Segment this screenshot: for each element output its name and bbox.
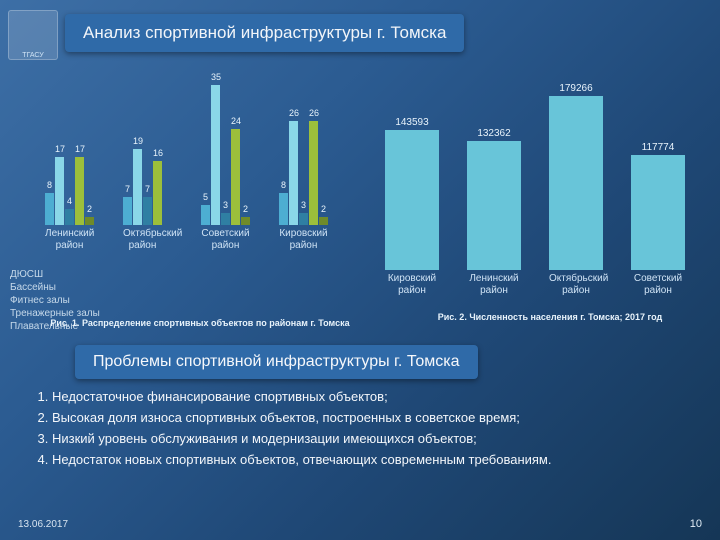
chart1-bar: 2 [319,217,328,225]
bar-value-label: 19 [133,136,142,146]
legend-item: Фитнес залы [10,294,100,307]
bar-value-label: 3 [221,200,230,210]
chart-districts: 8174172Ленинскийрайон719716Октябрьскийра… [40,70,360,265]
chart1-bar: 7 [123,197,132,225]
legend-item: Бассейны [10,281,100,294]
bar-value-label: 2 [241,204,250,214]
bar-value-label: 4 [65,196,74,206]
chart2-group: 143593Кировскийрайон [385,130,439,270]
group-label: Ленинскийрайон [45,225,94,252]
chart1-bar: 19 [133,149,142,225]
chart1-bar: 35 [211,85,220,225]
bar-value-label: 24 [231,116,240,126]
bar-value-label: 8 [279,180,288,190]
bar-value-label: 7 [143,184,152,194]
chart1-bar: 26 [309,121,318,225]
chart2-bar: 179266 [549,96,603,270]
chart2-group: 132362Ленинскийрайон [467,141,521,270]
logo: ТГАСУ [8,10,58,60]
chart1-group: 5353242Советскийрайон [201,85,250,225]
group-label: Кировскийрайон [279,225,328,252]
legend-item: ДЮСШ [10,268,100,281]
chart1-bar: 26 [289,121,298,225]
chart2-bar: 143593 [385,130,439,270]
group-label: Советскийрайон [201,225,250,252]
chart1-bar: 2 [241,217,250,225]
bar-value-label: 26 [309,108,318,118]
title-bar: Анализ спортивной инфраструктуры г. Томс… [65,14,464,52]
group-label: Октябрьскийрайон [549,270,603,297]
subtitle-bar: Проблемы спортивной инфраструктуры г. То… [75,345,478,379]
bar-value-label: 2 [319,204,328,214]
bar-value-label: 2 [85,204,94,214]
bar-value-label: 132362 [467,128,521,139]
issue-item: Недостаточное финансирование спортивных … [52,388,712,405]
chart1-bar: 7 [143,197,152,225]
chart1-group: 8263262Кировскийрайон [279,121,328,225]
bar-value-label: 179266 [549,83,603,94]
issue-item: Высокая доля износа спортивных объектов,… [52,409,712,426]
bar-value-label: 7 [123,184,132,194]
issue-item: Низкий уровень обслуживания и модернизац… [52,430,712,447]
bar-value-label: 5 [201,192,210,202]
bar-value-label: 143593 [385,117,439,128]
chart1-bar: 5 [201,205,210,225]
chart1-bar: 17 [75,157,84,225]
group-label: Советскийрайон [631,270,685,297]
bar-value-label: 8 [45,180,54,190]
bar-value-label: 16 [153,148,162,158]
chart1-group: 719716Октябрьскийрайон [123,149,162,225]
chart-population: 143593Кировскийрайон132362Ленинскийрайон… [380,70,710,300]
bar-value-label: 35 [211,72,220,82]
subtitle: Проблемы спортивной инфраструктуры г. То… [93,353,460,371]
chart2-group: 117774Советскийрайон [631,155,685,270]
chart2-caption: Рис. 2. Численность населения г. Томска;… [390,312,710,322]
chart1-bar: 16 [153,161,162,225]
chart1-bar: 2 [85,217,94,225]
issue-item: Недостаток новых спортивных объектов, от… [52,451,712,468]
chart1-bar: 3 [221,213,230,225]
bar-value-label: 26 [289,108,298,118]
bar-value-label: 3 [299,200,308,210]
chart1-group: 8174172Ленинскийрайон [45,157,94,225]
page-number: 10 [690,518,702,530]
chart1-bar: 8 [279,193,288,225]
chart2-bar: 117774 [631,155,685,270]
chart1-bar: 17 [55,157,64,225]
group-label: Ленинскийрайон [467,270,521,297]
footer-date: 13.06.2017 [18,519,68,530]
group-label: Октябрьскийрайон [123,225,162,252]
group-label: Кировскийрайон [385,270,439,297]
issues-list: Недостаточное финансирование спортивных … [30,388,712,472]
bar-value-label: 17 [75,144,84,154]
chart1-bar: 8 [45,193,54,225]
chart1-caption: Рис. 1. Распределение спортивных объекто… [40,318,360,328]
bar-value-label: 17 [55,144,64,154]
chart1-bar: 24 [231,129,240,225]
chart2-group: 179266Октябрьскийрайон [549,96,603,270]
page-title: Анализ спортивной инфраструктуры г. Томс… [83,23,446,43]
chart1-bar: 4 [65,209,74,225]
bar-value-label: 117774 [631,142,685,153]
chart2-bar: 132362 [467,141,521,270]
chart1-bar: 3 [299,213,308,225]
